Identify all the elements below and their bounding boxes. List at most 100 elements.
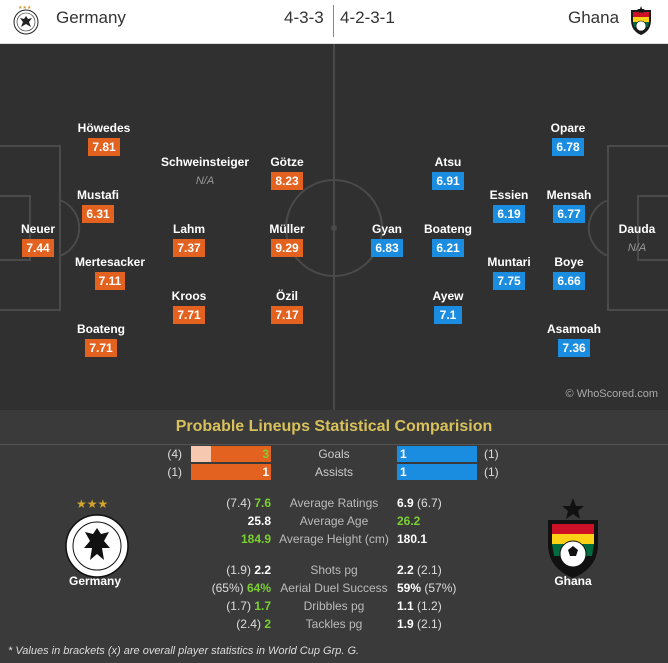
germany-player-ozil[interactable]: Özil 7.17	[237, 289, 337, 324]
home-stat: 184.9	[241, 531, 271, 547]
stat-row-average-height: 184.9 Average Height (cm) 180.1	[0, 531, 668, 547]
stats-comparison-panel: Probable Lineups Statistical Comparision…	[0, 410, 668, 663]
home-stat: (1.7) 1.7	[226, 598, 271, 614]
player-rating-badge: 6.78	[552, 138, 584, 156]
player-name: Asamoah	[546, 322, 602, 336]
stat-row-dribbles-pg: (1.7) 1.7 Dribbles pg 1.1 (1.2)	[0, 598, 668, 614]
player-rating-badge: N/A	[627, 242, 647, 254]
stat-row-aerial-duel-success: (65%) 64% Aerial Duel Success 59% (57%)	[0, 580, 668, 596]
home-formation: 4-3-3	[284, 8, 324, 27]
ghana-player-atsu[interactable]: Atsu 6.91	[398, 155, 498, 190]
player-rating-badge: 8.23	[271, 172, 303, 190]
match-header: ★★★ Germany 4-3-3 4-2-3-1 Ghana	[0, 0, 668, 44]
player-rating-badge: 6.21	[432, 239, 464, 257]
player-rating-badge: 7.81	[88, 138, 120, 156]
germany-player-neuer[interactable]: Neuer 7.44	[0, 222, 88, 257]
player-rating-badge: 6.91	[432, 172, 464, 190]
stats-footnote: * Values in brackets (x) are overall pla…	[8, 645, 360, 657]
svg-text:★★★: ★★★	[18, 5, 32, 11]
home-stat: (7.4) 7.6	[226, 495, 271, 511]
away-stat: 59% (57%)	[397, 580, 456, 596]
home-value: 25.8	[247, 514, 271, 528]
away-formation: 4-2-3-1	[340, 8, 395, 27]
away-goals-value: 1	[400, 447, 407, 461]
home-assists-overall: (1)	[167, 465, 182, 479]
ghana-player-opare[interactable]: Opare 6.78	[518, 121, 618, 156]
ghana-player-boye[interactable]: Boye 6.66	[519, 255, 619, 290]
away-stat: 2.2 (2.1)	[397, 562, 442, 578]
ghana-player-gyan[interactable]: Gyan 6.83	[337, 222, 437, 257]
player-rating-badge: 7.37	[173, 239, 205, 257]
away-overall-value: (2.1)	[417, 617, 442, 631]
home-overall-value: (2.4)	[236, 617, 261, 631]
stats-title: Probable Lineups Statistical Comparision	[175, 418, 493, 435]
ghana-player-asamoah[interactable]: Asamoah 7.36	[524, 322, 624, 357]
home-overall-value: (7.4)	[226, 496, 251, 510]
home-value: 7.6	[254, 496, 271, 510]
player-rating-badge: 6.83	[371, 239, 403, 257]
germany-player-schweinsteiger[interactable]: Schweinsteiger N/A	[155, 155, 255, 190]
germany-player-howedes[interactable]: Höwedes 7.81	[54, 121, 154, 156]
germany-player-boateng[interactable]: Boateng 7.71	[51, 322, 151, 357]
home-overall-value: (1.9)	[226, 563, 251, 577]
ghana-player-dauda[interactable]: Dauda N/A	[587, 222, 668, 257]
germany-crest-icon: ★★★	[13, 5, 39, 35]
home-assists-value: 1	[262, 465, 269, 479]
away-value: 1.1	[397, 599, 414, 613]
player-rating-badge: 7.75	[493, 272, 525, 290]
stat-label: Shots pg	[310, 563, 358, 577]
stats-divider	[0, 444, 668, 445]
player-name: Mensah	[546, 188, 592, 202]
away-assists-value: 1	[400, 465, 407, 479]
home-goals-overall: (4)	[167, 447, 182, 461]
stat-label: Average Ratings	[289, 496, 379, 510]
germany-player-kroos[interactable]: Kroos 7.71	[139, 289, 239, 324]
germany-player-mertesacker[interactable]: Mertesacker 7.11	[60, 255, 160, 290]
whoscored-watermark: © WhoScored.com	[565, 388, 658, 400]
player-name: Boateng	[77, 322, 125, 336]
player-rating-badge: 7.11	[94, 272, 126, 290]
home-overall-value: (1.7)	[226, 599, 251, 613]
ghana-player-boateng[interactable]: Boateng 6.21	[398, 222, 498, 257]
away-stat: 180.1	[397, 531, 427, 547]
away-goals-bar	[397, 446, 477, 462]
away-stat: 26.2	[397, 513, 420, 529]
away-value: 26.2	[397, 514, 421, 528]
home-value: 64%	[246, 581, 271, 595]
stat-row-average-age: 25.8 Average Age 26.2	[0, 513, 668, 529]
away-overall-value: (1.2)	[417, 599, 442, 613]
player-name: Mertesacker	[74, 255, 146, 269]
away-value: 59%	[397, 581, 422, 595]
ghana-player-essien[interactable]: Essien 6.19	[459, 188, 559, 223]
germany-player-gotze[interactable]: Götze 8.23	[237, 155, 337, 190]
germany-player-mustafi[interactable]: Mustafi 6.31	[48, 188, 148, 223]
germany-player-muller[interactable]: Müller 9.29	[237, 222, 337, 257]
player-rating-badge: 7.44	[22, 239, 54, 257]
away-stat: 1.9 (2.1)	[397, 616, 442, 632]
player-name: Dauda	[618, 222, 656, 236]
stat-label: Aerial Duel Success	[280, 581, 388, 595]
player-rating-badge: 7.71	[173, 306, 205, 324]
player-name: Schweinsteiger	[160, 155, 250, 169]
player-rating-badge: 7.1	[434, 306, 462, 324]
ghana-player-ayew[interactable]: Ayew 7.1	[398, 289, 498, 324]
germany-player-lahm[interactable]: Lahm 7.37	[139, 222, 239, 257]
home-goals-value: 3	[262, 447, 269, 461]
home-goals-bar	[191, 446, 271, 462]
goals-label: Goals	[318, 447, 350, 461]
ghana-player-muntari[interactable]: Muntari 7.75	[459, 255, 559, 290]
away-stat: 1.1 (1.2)	[397, 598, 442, 614]
away-overall-value: (6.7)	[417, 496, 442, 510]
away-crest-caption: Ghana	[554, 574, 592, 588]
player-rating-badge: 7.71	[85, 339, 117, 357]
home-value: 1.7	[254, 599, 271, 613]
player-name: Lahm	[172, 222, 205, 236]
player-rating-badge: 6.66	[553, 272, 585, 290]
lineup-pitch: Neuer 7.44 Höwedes 7.81 Mustafi 6.31 Mer…	[0, 44, 668, 410]
away-value: 6.9	[397, 496, 414, 510]
ghana-player-mensah[interactable]: Mensah 6.77	[519, 188, 619, 223]
away-assists-bar	[397, 464, 477, 480]
away-stat: 6.9 (6.7)	[397, 495, 442, 511]
player-name: Höwedes	[77, 121, 131, 135]
ghana-fa-crest-icon	[548, 498, 598, 578]
